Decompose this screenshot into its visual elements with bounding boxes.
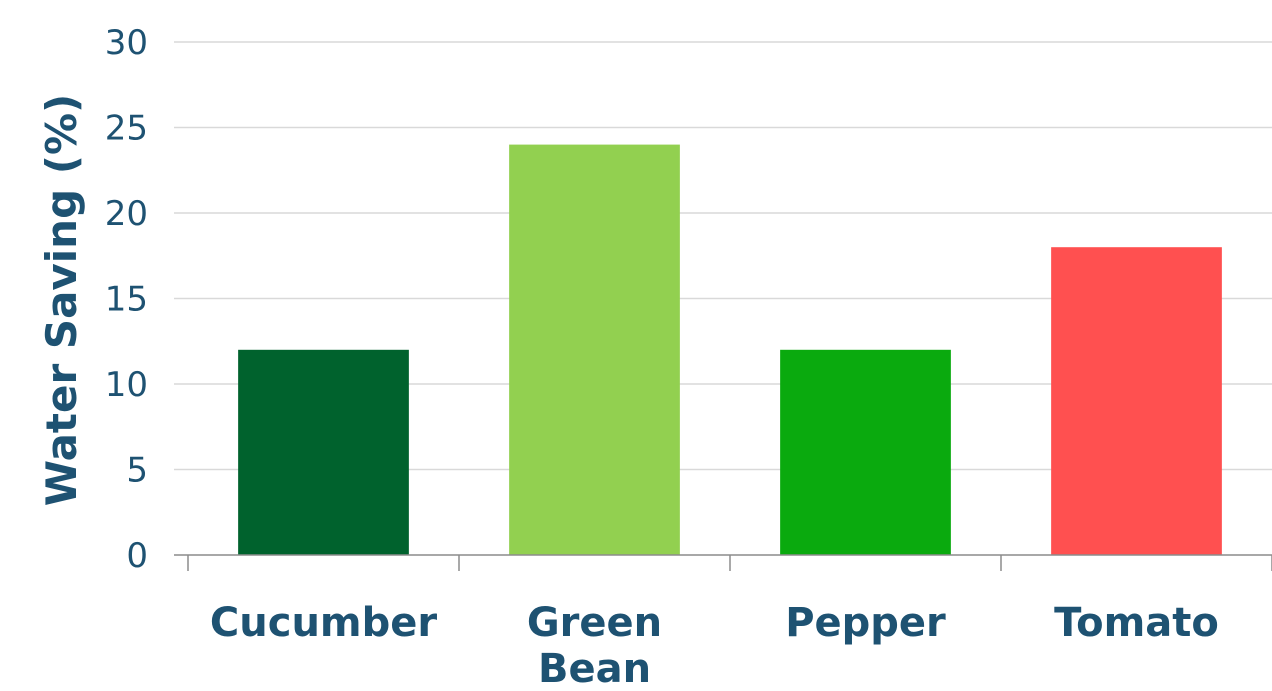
y-tick-label: 25 (105, 109, 148, 149)
y-tick-label: 5 (126, 451, 148, 491)
bar (1051, 247, 1222, 555)
y-axis-title: Water Saving (%) (37, 94, 86, 507)
x-category-label-line: Green (527, 600, 662, 646)
x-axis (174, 554, 1272, 571)
y-tick-label: 10 (105, 365, 148, 405)
x-category-label-line: Bean (538, 646, 651, 691)
bar (238, 349, 409, 555)
bar (780, 349, 951, 555)
x-category-label-line: Cucumber (210, 600, 437, 646)
x-category-label-line: Pepper (785, 600, 946, 646)
y-tick-label: 0 (126, 536, 148, 576)
x-category-label-line: Tomato (1054, 600, 1219, 646)
bar (509, 144, 680, 555)
x-category-label: Cucumber (210, 600, 437, 646)
y-tick-label: 20 (105, 194, 148, 234)
x-category-label: Pepper (785, 600, 946, 646)
x-category-label: Tomato (1054, 600, 1219, 646)
y-axis-ticks: 0 5 10 15 20 25 30 (105, 23, 148, 576)
y-tick-label: 30 (105, 23, 148, 63)
y-tick-label: 15 (105, 280, 148, 320)
bars (238, 144, 1222, 555)
x-axis-category-labels: Cucumber Green Bean Pepper Tomato (210, 600, 1219, 691)
x-category-label: Green Bean (527, 600, 662, 691)
